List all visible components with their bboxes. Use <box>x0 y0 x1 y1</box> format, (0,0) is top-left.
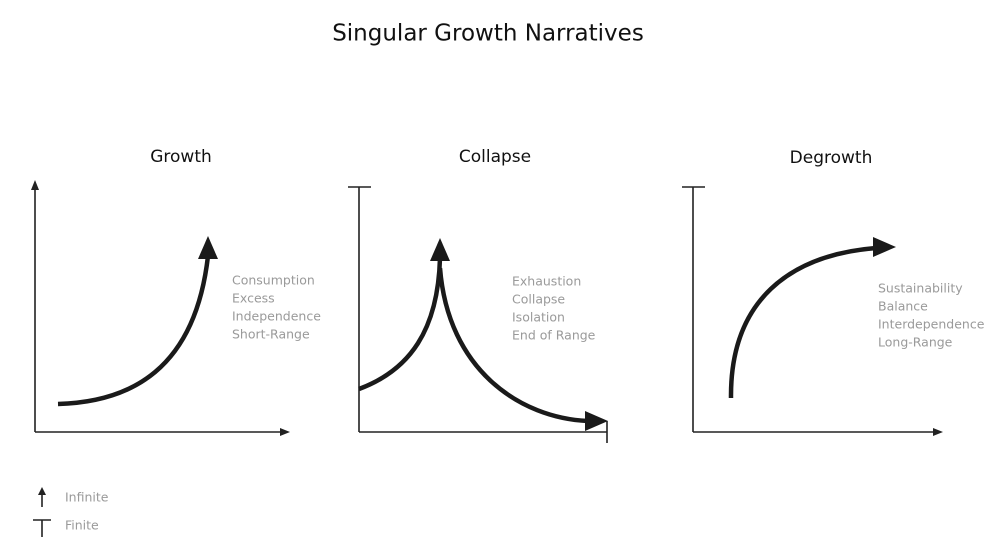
collapse-fall <box>437 267 589 424</box>
legend: Infinite Finite <box>33 487 109 537</box>
keyword: Long-Range <box>878 335 953 350</box>
panel-title: Growth <box>150 147 212 167</box>
keyword: Interdependence <box>878 317 985 332</box>
panel-title: Collapse <box>459 147 531 167</box>
keyword: Consumption <box>232 273 315 288</box>
keyword: Excess <box>232 291 275 306</box>
panel-title: Degrowth <box>790 148 873 168</box>
legend-label: Infinite <box>65 490 109 505</box>
collapse-rise <box>358 257 443 392</box>
growth-curve <box>57 255 211 407</box>
keyword: End of Range <box>512 328 596 343</box>
keyword: Exhaustion <box>512 274 581 289</box>
keyword: Collapse <box>512 292 565 307</box>
keyword: Isolation <box>512 310 565 325</box>
curve-arrow <box>873 237 896 257</box>
collapse-panel: Collapse Exhaustion Collapse Isolation E… <box>348 147 608 443</box>
keyword: Sustainability <box>878 281 963 296</box>
axis-arrow <box>933 428 943 436</box>
curve-arrow <box>198 236 218 259</box>
keyword: Balance <box>878 299 928 314</box>
curve-arrow <box>430 238 450 261</box>
degrowth-panel: Degrowth Sustainability Balance Interdep… <box>682 148 985 436</box>
growth-panel: Growth Consumption Excess Independence S… <box>31 147 321 436</box>
page-title: Singular Growth Narratives <box>332 21 644 47</box>
infinite-symbol <box>38 487 46 495</box>
curve-arrow <box>585 411 608 431</box>
axis-arrow <box>280 428 290 436</box>
keyword: Independence <box>232 309 321 324</box>
axis-arrow <box>31 180 39 190</box>
legend-label: Finite <box>65 518 99 533</box>
degrowth-curve <box>728 245 877 399</box>
keyword: Short-Range <box>232 327 310 342</box>
